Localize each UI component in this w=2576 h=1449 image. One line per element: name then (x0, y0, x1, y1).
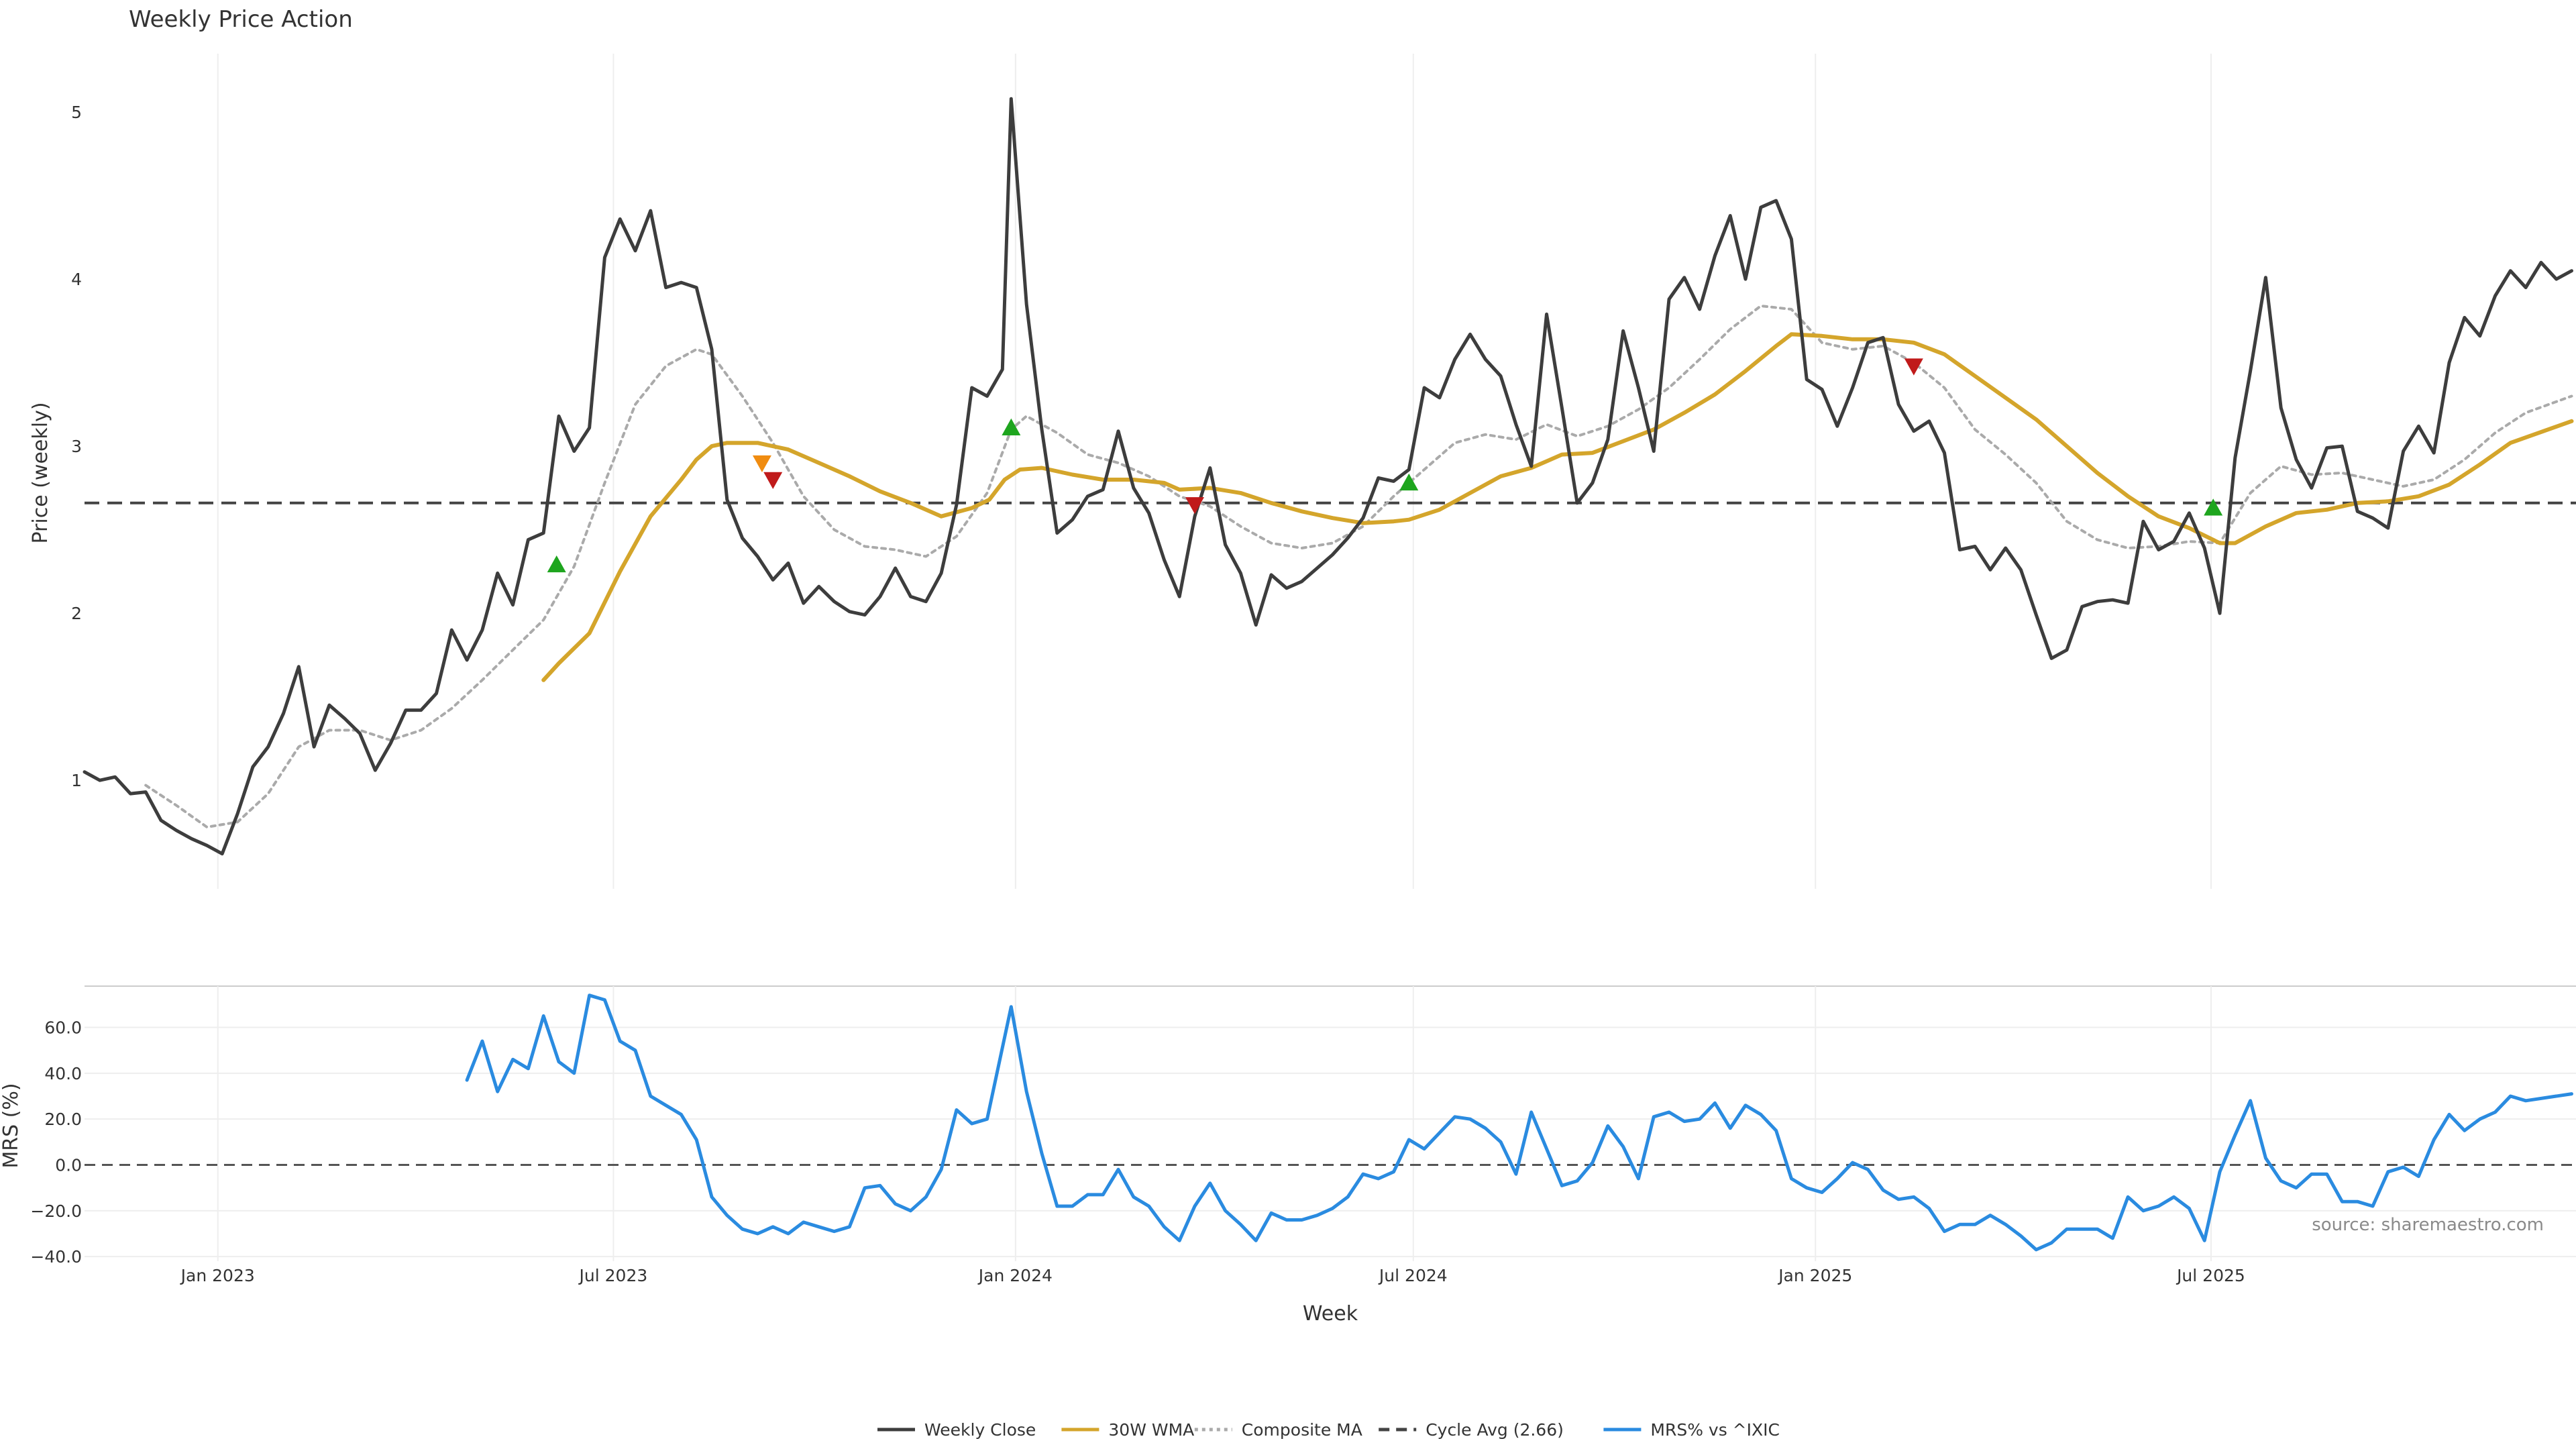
legend-item: 30W WMA (1061, 1420, 1194, 1440)
legend-item: Composite MA (1194, 1420, 1362, 1440)
legend-item: Cycle Avg (2.66) (1379, 1420, 1564, 1440)
legend-label: 30W WMA (1108, 1420, 1194, 1440)
x-tick-label: Jan 2024 (977, 1266, 1053, 1285)
mrs-series-group (465, 994, 2573, 1252)
price-y-tick-label: 1 (71, 771, 82, 790)
x-tick-label: Jul 2025 (2176, 1266, 2245, 1285)
legend-item: Weekly Close (877, 1420, 1036, 1440)
source-note: source: sharemaestro.com (2312, 1215, 2544, 1235)
mrs-grid (85, 986, 2576, 1261)
chart-title: Weekly Price Action (129, 6, 353, 33)
mrs-y-tick-label: 40.0 (44, 1064, 82, 1083)
price-y-axis-label: Price (weekly) (29, 402, 52, 543)
legend: Weekly Close 30W WMA Composite MA Cycle Avg… (877, 1420, 1780, 1440)
mrs-y-axis-label: MRS (%) (0, 1083, 23, 1168)
x-tick-label: Jan 2025 (1777, 1266, 1852, 1285)
signal-markers (547, 358, 2223, 573)
legend-item: MRS% vs ^IXIC (1603, 1420, 1780, 1440)
x-tick-label: Jan 2023 (180, 1266, 255, 1285)
buy-signal-marker (2204, 498, 2223, 516)
mrs-panel: 60.0 40.0 20.0 0.0 −20.0 −40.0 MRS (%) source… (0, 985, 2576, 1267)
price-grid (217, 54, 2212, 889)
sell-signal-marker (763, 472, 783, 489)
legend-label: Cycle Avg (2.66) (1426, 1420, 1564, 1440)
mrs-y-tick-label: 60.0 (44, 1018, 82, 1038)
sell-signal-marker (1904, 358, 1923, 376)
x-axis-label: Week (1303, 1302, 1358, 1326)
price-y-ticks: 1 2 3 4 5 (71, 103, 82, 790)
legend-label: Weekly Close (924, 1420, 1036, 1440)
price-y-tick-label: 4 (71, 270, 82, 289)
legend-label: MRS% vs ^IXIC (1650, 1420, 1780, 1440)
mrs-y-tick-label: 20.0 (44, 1110, 82, 1129)
price-y-tick-label: 5 (71, 103, 82, 122)
series-close-line (83, 97, 2573, 856)
series-wma-line (541, 332, 2574, 682)
mrs-y-tick-label: 0.0 (55, 1156, 82, 1175)
price-series-group (83, 97, 2574, 856)
x-tick-label: Jul 2023 (578, 1266, 648, 1285)
series-composite-line (144, 305, 2573, 828)
mrs-y-tick-label: −40.0 (30, 1247, 82, 1267)
buy-signal-marker (547, 555, 566, 573)
price-y-tick-label: 2 (71, 604, 82, 623)
buy-signal-marker (1399, 473, 1419, 491)
buy-signal-marker (1002, 418, 1021, 435)
sell-signal-marker (1185, 497, 1205, 515)
mrs-y-tick-label: −20.0 (30, 1201, 82, 1221)
price-y-tick-label: 3 (71, 437, 82, 456)
price-panel: 1 2 3 4 5 Price (weekly) (29, 54, 2576, 889)
x-axis-ticks: Jan 2023 Jul 2023 Jan 2024 Jul 2024 Jan 2025… (180, 1266, 2245, 1285)
series-mrs-line (465, 994, 2573, 1252)
legend-label: Composite MA (1242, 1420, 1362, 1440)
sell-signal-marker (752, 455, 771, 473)
x-tick-label: Jul 2024 (1378, 1266, 1448, 1285)
mrs-y-ticks: 60.0 40.0 20.0 0.0 −20.0 −40.0 (30, 1018, 82, 1267)
